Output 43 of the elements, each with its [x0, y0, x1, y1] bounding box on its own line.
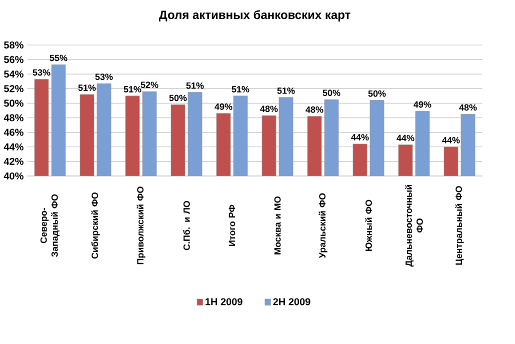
- data-label: 51%: [277, 88, 295, 94]
- x-tick-label: Итого РФ: [228, 204, 236, 246]
- y-tick-label: 46%: [4, 128, 24, 136]
- data-label: 51%: [124, 86, 142, 92]
- data-label: 44%: [442, 137, 460, 144]
- data-label: 44%: [396, 134, 414, 142]
- data-label: 51%: [186, 82, 204, 89]
- x-tick-label: С.Пб. и ЛО: [183, 200, 190, 250]
- x-tick-label: Южный ФО: [365, 200, 372, 251]
- y-tick-label: 50%: [4, 100, 24, 107]
- data-label: 55%: [50, 54, 68, 62]
- y-tick-label: 56%: [4, 56, 24, 64]
- data-label: 50%: [322, 90, 340, 96]
- data-label: 49%: [214, 103, 232, 110]
- data-label: 50%: [368, 90, 386, 97]
- y-tick-label: 48%: [4, 114, 24, 122]
- data-label: 51%: [232, 86, 250, 92]
- y-tick-label: 52%: [4, 85, 24, 92]
- data-label: 53%: [32, 69, 50, 76]
- legend-label: 1Н 2009: [206, 298, 242, 306]
- y-tick-label: 40%: [4, 172, 24, 180]
- y-tick-label: 58%: [4, 41, 24, 49]
- y-tick-label: 42%: [4, 158, 24, 165]
- x-tick-label: Дальневосточный ФО: [405, 184, 423, 267]
- data-label: 50%: [169, 94, 187, 102]
- data-label: 48%: [459, 104, 477, 111]
- x-tick-label: Центральный ФО: [455, 186, 464, 265]
- x-tick-label: Северо-Западный ФО: [40, 194, 60, 257]
- y-tick-label: 54%: [4, 70, 24, 78]
- data-label: 48%: [260, 106, 278, 112]
- data-label: 49%: [414, 101, 432, 108]
- x-tick-label: Москва и МО: [274, 196, 281, 254]
- legend-label: 2Н 2009: [273, 298, 310, 306]
- data-label: 51%: [78, 84, 96, 91]
- data-label: 52%: [140, 82, 158, 88]
- x-tick-label: Приволжский ФО: [136, 186, 146, 264]
- x-tick-label: Сибирский ФО: [91, 192, 100, 259]
- y-tick-label: 44%: [4, 143, 24, 150]
- x-tick-label: Уральский ФО: [318, 193, 328, 258]
- chart-title: Доля активных банковских карт: [158, 10, 350, 22]
- data-label: 53%: [95, 74, 113, 80]
- data-label: 44%: [351, 134, 369, 140]
- data-label: 48%: [306, 106, 324, 113]
